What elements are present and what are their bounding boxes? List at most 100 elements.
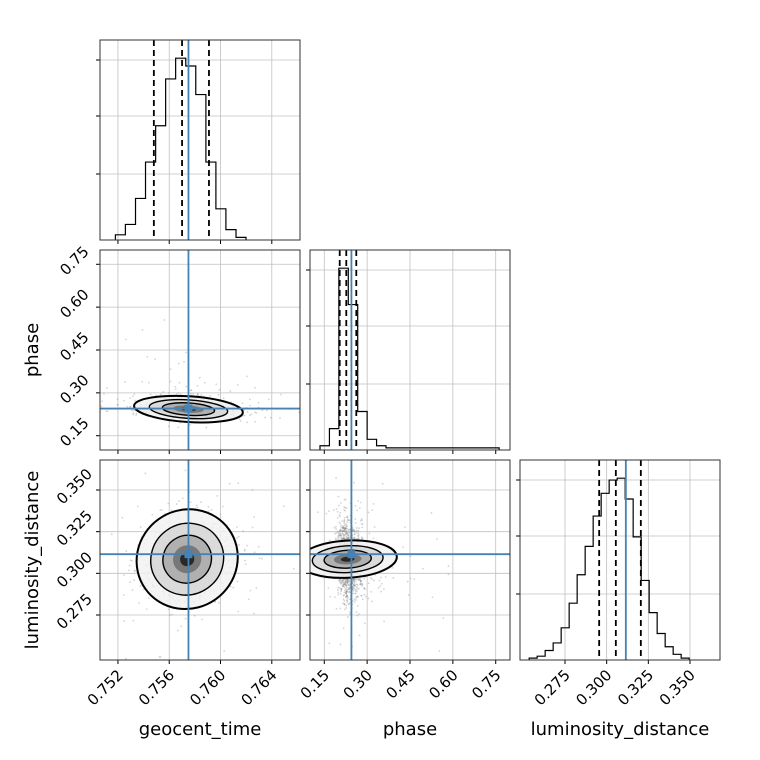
scatter-point [340, 534, 342, 537]
scatter-point [337, 534, 340, 537]
scatter-point [339, 529, 342, 532]
scatter-point [343, 603, 346, 606]
scatter-point [353, 533, 356, 535]
scatter-point [334, 596, 336, 599]
scatter-point [344, 596, 347, 598]
scatter-point [378, 579, 381, 582]
scatter-point [128, 406, 131, 408]
scatter-point [342, 581, 345, 584]
x-tick-label: 0.325 [614, 666, 657, 709]
scatter-point [353, 578, 355, 581]
scatter-point [442, 617, 445, 619]
scatter-point [348, 578, 351, 581]
scatter-point [361, 582, 363, 585]
scatter-point [341, 530, 344, 533]
x-tick-label: 0.756 [135, 666, 178, 709]
scatter-point [255, 586, 258, 589]
scatter-point [189, 501, 192, 504]
scatter-point [215, 383, 218, 386]
scatter-point [347, 537, 349, 540]
scatter-point [253, 516, 256, 518]
scatter-point [356, 604, 359, 607]
scatter-point [346, 579, 349, 582]
scatter-point [344, 531, 347, 534]
scatter-point [340, 524, 343, 527]
scatter-point [232, 586, 235, 589]
scatter-point [343, 498, 346, 501]
scatter-point [332, 509, 335, 512]
scatter-point [346, 616, 349, 618]
scatter-point [346, 515, 349, 518]
scatter-point [343, 506, 346, 508]
scatter-point [357, 533, 360, 536]
x-axis-label-geocent-time: geocent_time [139, 719, 262, 740]
scatter-point [372, 502, 375, 505]
scatter-point [338, 580, 341, 583]
y-tick-label: 0.30 [56, 371, 92, 407]
scatter-point [347, 534, 350, 537]
scatter-point [135, 178, 137, 180]
y-tick-label: 0.350 [53, 465, 96, 508]
scatter-point [131, 589, 134, 591]
scatter-point [228, 482, 231, 485]
scatter-point [346, 521, 349, 524]
scatter-point [207, 510, 210, 513]
scatter-point [346, 516, 349, 519]
histogram-bar [657, 633, 665, 660]
scatter-point [353, 578, 356, 581]
scatter-point [343, 602, 346, 605]
scatter-point [198, 376, 201, 379]
scatter-point [342, 532, 344, 535]
scatter-point [402, 546, 405, 549]
scatter-point [333, 526, 336, 529]
scatter-point [345, 585, 347, 587]
histogram-bar [329, 429, 338, 450]
scatter-point [346, 594, 348, 596]
scatter-point [342, 533, 345, 536]
x-tick-label: 0.75 [468, 666, 504, 702]
scatter-point [345, 532, 348, 535]
scatter-point [337, 579, 340, 582]
scatter-point [343, 536, 345, 539]
scatter-point [347, 537, 349, 539]
scatter-point [353, 577, 356, 580]
scatter-point [355, 588, 358, 591]
histogram-panel-luminosity-distance [516, 460, 720, 664]
scatter-point [360, 579, 363, 582]
scatter-point [237, 383, 239, 386]
scatter-point [236, 580, 239, 583]
scatter-point [341, 579, 344, 582]
scatter-point [335, 528, 338, 530]
scatter-point [346, 582, 348, 585]
scatter-point [132, 413, 135, 416]
scatter-point [344, 528, 347, 531]
scatter-point [357, 529, 360, 532]
scatter-point [342, 527, 345, 530]
scatter-point [348, 579, 351, 582]
scatter-point [345, 596, 348, 598]
scatter-point [280, 393, 282, 396]
scatter-point [344, 581, 347, 583]
scatter-point [339, 578, 341, 581]
scatter-point [218, 388, 221, 391]
scatter-point [345, 525, 348, 528]
scatter-point [339, 528, 342, 530]
scatter-point [338, 529, 341, 532]
scatter-point [177, 426, 180, 429]
scatter-point [352, 578, 354, 581]
scatter-point [347, 596, 349, 599]
scatter-point [196, 393, 199, 396]
scatter-point [160, 509, 163, 511]
y-tick-label: 0.60 [56, 285, 92, 321]
scatter-point [345, 592, 348, 595]
scatter-point [339, 592, 342, 595]
scatter-point [343, 527, 346, 530]
scatter-point [345, 532, 348, 534]
scatter-point [422, 567, 424, 570]
scatter-point [356, 614, 359, 617]
histogram-bar [649, 613, 657, 660]
histogram-panel-phase [306, 250, 510, 454]
scatter-point [241, 402, 244, 405]
scatter-point [341, 529, 344, 532]
scatter-point [128, 564, 131, 567]
